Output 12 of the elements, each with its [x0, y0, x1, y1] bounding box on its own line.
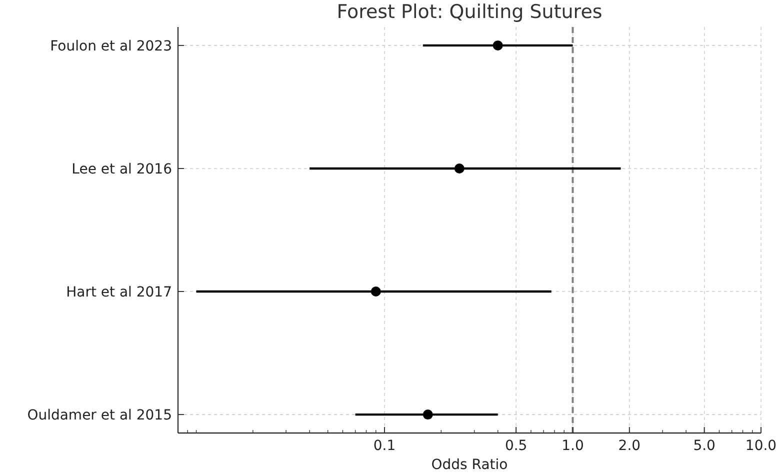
y-tick-label: Foulon et al 2023 — [50, 38, 172, 54]
x-tick-label: 1.0 — [562, 438, 584, 454]
x-tick-label: 5.0 — [693, 438, 716, 454]
y-tick-label: Hart et al 2017 — [66, 284, 172, 301]
x-tick-label: 0.5 — [504, 438, 528, 454]
x-tick-label: 10.0 — [745, 438, 777, 454]
y-tick-label: Lee et al 2016 — [72, 161, 172, 178]
y-tick-label: Ouldamer et al 2015 — [27, 408, 172, 424]
x-tick-label: 2.0 — [618, 438, 641, 454]
x-tick-label: 0.1 — [373, 438, 396, 454]
chart-title: Forest Plot: Quilting Sutures — [336, 1, 602, 23]
x-axis-title: Odds Ratio — [431, 457, 508, 473]
